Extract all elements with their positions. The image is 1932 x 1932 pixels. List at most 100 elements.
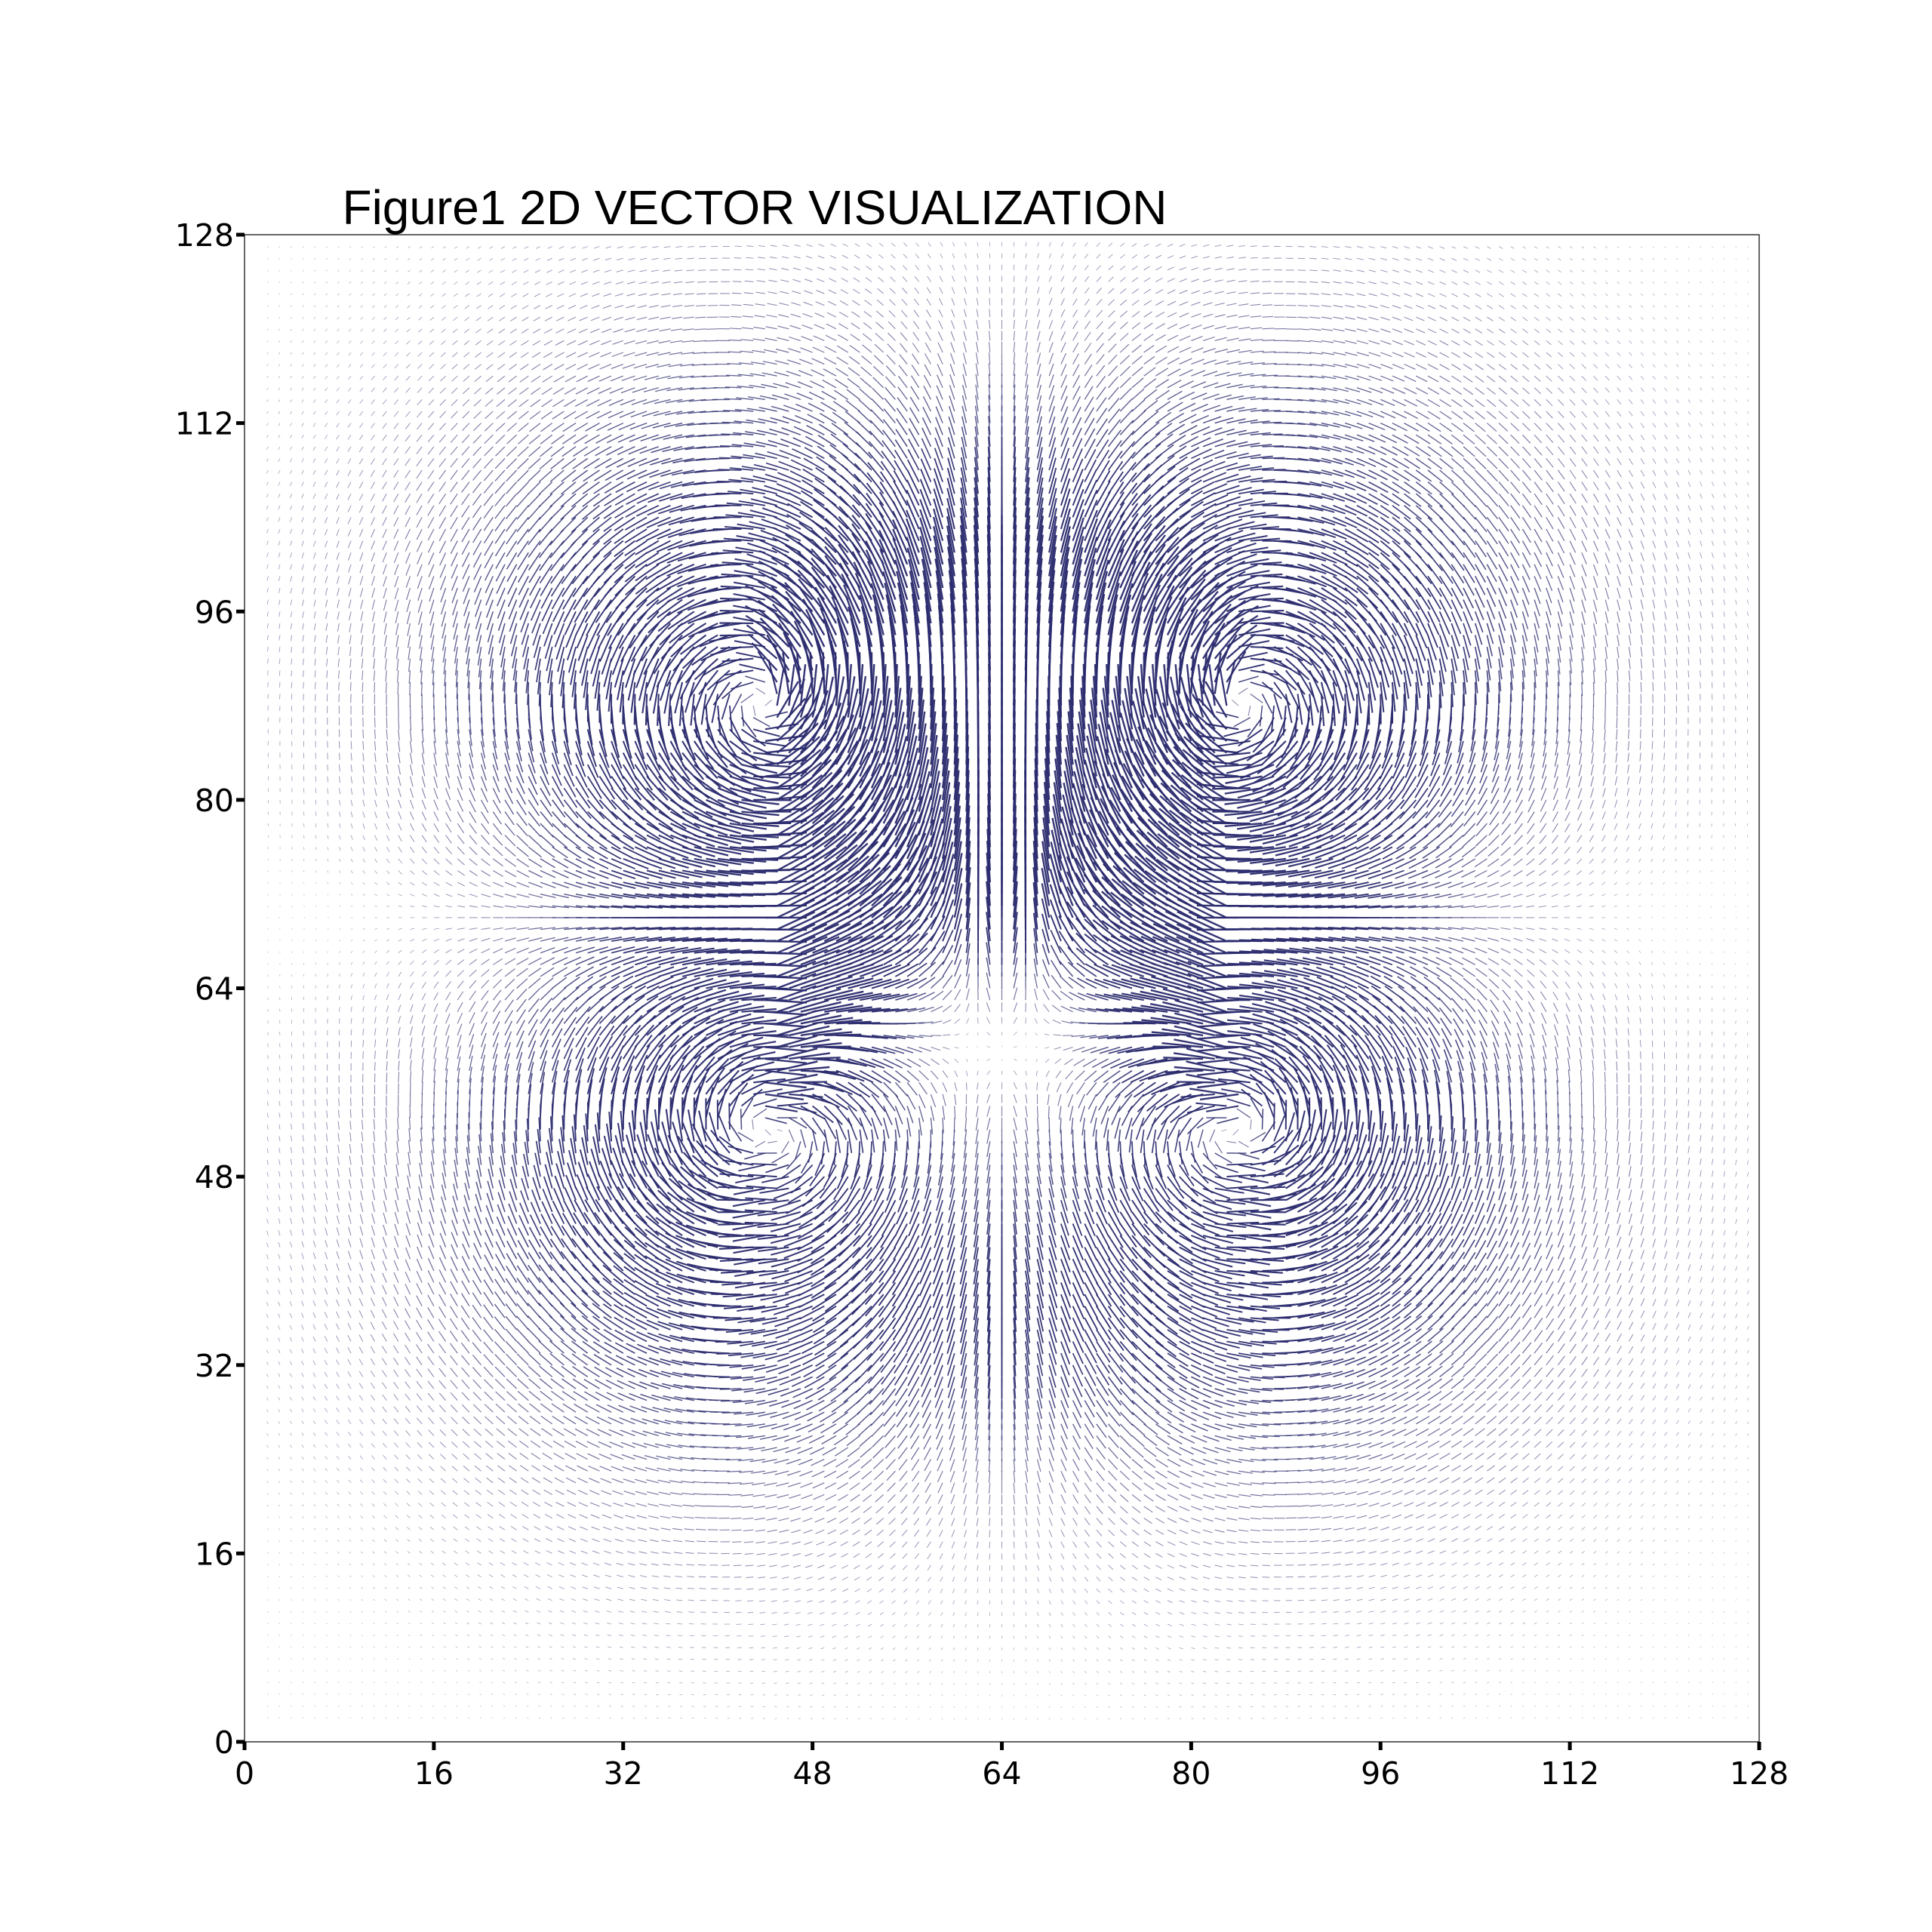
vector-arrow	[592, 269, 600, 273]
vector-arrow	[630, 634, 648, 663]
vector-arrow	[540, 846, 555, 858]
vector-arrow	[361, 635, 364, 645]
vector-arrow	[338, 681, 340, 691]
vector-arrow	[631, 1658, 635, 1660]
vector-arrow	[386, 858, 390, 863]
vector-arrow	[617, 1598, 623, 1601]
vector-arrow	[395, 1574, 399, 1577]
vector-arrow	[528, 457, 541, 469]
vector-arrow	[639, 446, 660, 454]
vector-arrow	[637, 611, 660, 635]
vector-arrow	[509, 623, 518, 645]
vector-arrow	[432, 1138, 435, 1153]
vector-arrow	[483, 1316, 494, 1331]
vector-arrow	[646, 966, 675, 977]
vector-arrow	[623, 787, 644, 811]
vector-arrow	[632, 1706, 635, 1707]
vector-arrow	[646, 834, 675, 850]
vector-arrow	[325, 552, 328, 560]
vector-arrow	[266, 1101, 269, 1106]
vector-arrow	[628, 446, 648, 455]
vector-arrow	[552, 986, 567, 1001]
vector-arrow	[653, 1419, 671, 1425]
vector-arrow	[729, 775, 766, 789]
vector-arrow	[301, 411, 304, 415]
vector-arrow	[519, 375, 529, 383]
vector-arrow	[627, 1563, 635, 1566]
vector-arrow	[615, 1550, 623, 1554]
vector-arrow	[561, 564, 577, 584]
vector-arrow	[395, 1200, 399, 1213]
vector-arrow	[429, 1502, 435, 1507]
vector-arrow	[350, 788, 353, 795]
vector-arrow	[337, 269, 340, 272]
vector-arrow	[267, 963, 269, 965]
vector-arrow	[605, 1367, 624, 1378]
vector-arrow	[595, 422, 612, 432]
vector-arrow	[371, 352, 375, 356]
vector-arrow	[301, 1337, 304, 1342]
vector-arrow	[685, 281, 694, 283]
vector-arrow	[681, 706, 686, 738]
vector-arrow	[361, 1131, 364, 1142]
vector-arrow	[289, 1337, 293, 1342]
vector-arrow	[528, 446, 541, 457]
vector-arrow	[515, 740, 522, 761]
vector-arrow	[516, 469, 529, 482]
vector-arrow	[554, 1175, 565, 1201]
vector-arrow	[539, 469, 553, 482]
vector-arrow	[337, 1491, 340, 1495]
vector-arrow	[678, 694, 684, 727]
vector-arrow	[564, 905, 583, 909]
vector-arrow	[564, 1440, 577, 1448]
vector-arrow	[410, 823, 414, 832]
vector-arrow	[454, 1586, 458, 1589]
vector-arrow	[481, 1022, 488, 1036]
vector-arrow	[658, 881, 690, 889]
vector-arrow	[608, 1694, 612, 1695]
vector-arrow	[669, 1044, 691, 1072]
vector-arrow	[266, 1148, 269, 1153]
vector-arrow	[491, 1681, 494, 1684]
vector-arrow	[290, 1469, 292, 1472]
vector-arrow	[611, 946, 635, 954]
vector-arrow	[360, 1503, 364, 1507]
vector-arrow	[623, 881, 650, 889]
vector-arrow	[347, 493, 352, 500]
vector-arrow	[694, 958, 728, 966]
vector-arrow	[350, 752, 352, 761]
vector-arrow	[313, 1229, 316, 1236]
vector-arrow	[495, 552, 506, 569]
vector-arrow	[433, 1081, 435, 1094]
vector-arrow	[516, 823, 528, 837]
vector-arrow	[463, 611, 470, 629]
vector-arrow	[663, 646, 683, 673]
vector-arrow	[267, 1078, 269, 1083]
vector-arrow	[461, 1280, 470, 1295]
vector-arrow	[646, 995, 672, 1013]
vector-arrow	[706, 823, 742, 835]
vector-arrow	[336, 1468, 340, 1472]
vector-arrow	[393, 1260, 399, 1272]
vector-arrow	[347, 517, 352, 525]
vector-arrow	[638, 281, 648, 285]
vector-arrow	[325, 364, 328, 368]
vector-arrow	[601, 316, 612, 321]
vector-arrow	[382, 1297, 387, 1306]
vector-arrow	[640, 1586, 648, 1589]
vector-arrow	[533, 1514, 541, 1519]
vector-arrow	[461, 1256, 470, 1272]
vector-arrow	[614, 1514, 623, 1519]
vector-arrow	[421, 764, 426, 777]
vector-arrow	[540, 987, 553, 1001]
vector-arrow	[630, 681, 636, 713]
vector-arrow	[652, 1598, 659, 1601]
vector-arrow	[302, 1492, 304, 1495]
vector-arrow	[517, 552, 529, 571]
vector-arrow	[632, 1454, 648, 1460]
vector-arrow	[454, 1550, 458, 1554]
vector-arrow	[372, 1527, 375, 1531]
vector-arrow	[611, 787, 630, 811]
vector-arrow	[548, 1610, 552, 1613]
vector-arrow	[337, 1121, 340, 1130]
